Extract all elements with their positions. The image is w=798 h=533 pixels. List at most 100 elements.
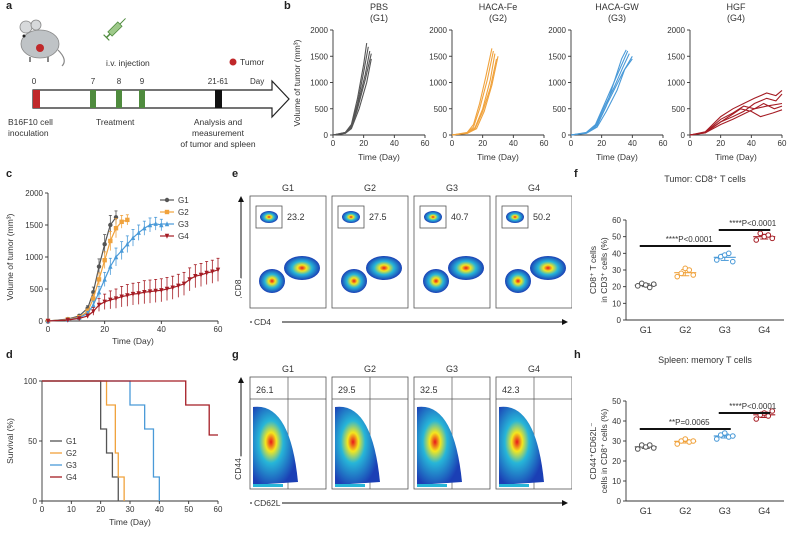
chart-c-point [215,267,221,273]
panel-label-f: f [574,168,578,180]
chart-c-point [96,289,102,295]
treatment-marker-d7 [90,90,96,108]
chart-c-point [96,264,102,269]
analysis-marker [215,90,222,108]
chart-b-facet-subtitle: (G3) [608,13,626,23]
chart-f-y-tick-label: 10 [612,299,621,308]
chart-c-legend-label: G2 [178,208,189,217]
chart-c-point [119,219,124,224]
chart-c-point [96,302,102,308]
flow-g-y-arrowhead [238,377,244,383]
chart-h-data-point [713,436,720,442]
chart-c-point [65,317,71,323]
chart-f-significance-label: ****P<0.0001 [666,235,713,244]
chart-b-y-axis-label: Volume of tumor (mm³) [292,39,302,126]
chart-b-facet-3-y-tick-label: 2000 [548,26,566,35]
chart-c-point [102,299,107,305]
treatment-label: Treatment [96,117,135,127]
chart-b-facet-3-y-tick-label: 1500 [548,52,566,61]
chart-c-point [159,288,164,293]
chart-c-point [159,222,164,228]
chart-b-facet-1-y-tick-label: 1500 [310,52,328,61]
chart-f-y-axis-label-2: in CD3⁺ cells (%) [599,237,609,303]
chart-b-facet-subtitle: (G2) [489,13,507,23]
chart-c-x-tick-label: 40 [157,325,166,334]
chart-c-y-tick-label: 1000 [25,253,43,262]
chart-b-series-line [689,89,783,136]
flow-e-plot-frame [331,195,409,309]
chart-b-facet-2-y-tick-label: 1000 [429,79,447,88]
chart-h-category-label: G4 [758,506,770,516]
chart-f-data-point [765,232,772,238]
timeline-tick-7: 7 [91,77,96,86]
chart-d-x-tick-label: 30 [126,505,135,514]
chart-b-series-line [570,58,633,136]
chart-f-data-point [674,273,681,280]
panel-label-g: g [232,349,239,361]
chart-b-facet-4-y-tick-label: 500 [672,105,686,114]
inoculation-marker [33,90,40,108]
chart-b-facet-2-x-tick-label: 40 [509,139,518,148]
chart-c-point [147,289,153,295]
chart-d-series-G2-step [42,380,125,501]
flow-e-double-negative-population [423,269,449,293]
chart-c-series-G1-line [47,216,117,322]
chart-b-facet-1-y-tick-label: 500 [315,105,329,114]
mouse-icon [19,19,65,67]
chart-b-facet-1-y-tick-label: 0 [324,131,329,140]
chart-b-facet-subtitle: (G4) [727,13,745,23]
chart-h-significance-label: **P=0.0065 [669,418,710,427]
flow-g-memory-population [417,406,462,485]
chart-b-facet-4-y-tick-label: 2000 [667,26,685,35]
chart-d-legend-label: G1 [66,437,77,446]
inoculation-text-2: inoculation [8,128,49,138]
chart-b-facet-title: PBS [370,2,388,12]
flow-e-group-label: G2 [364,183,376,193]
flow-g-baseline-population [253,484,283,487]
flow-g-quadrant-value: 32.5 [420,385,438,395]
chart-h-data-point [682,436,689,442]
chart-h-data-point [753,416,760,422]
chart-f-data-point [690,272,697,278]
chart-c-point [193,274,198,279]
chart-h-title: Spleen: memory T cells [658,355,752,365]
chart-c-point [45,318,51,324]
flow-e-double-negative-population [505,269,531,293]
chart-b-facet-3-y-tick-label: 1000 [548,79,566,88]
chart-c-point [108,238,113,244]
chart-c-point [91,302,96,308]
chart-f-category-label: G4 [758,325,770,335]
chart-f-data-point [642,282,649,288]
analysis-text-3: of tumor and spleen [180,139,255,149]
flow-e-group-label: G1 [282,183,294,193]
chart-c-point [91,296,96,301]
flow-e-gate-value: 23.2 [287,212,305,222]
chart-d-legend-label: G2 [66,449,77,458]
chart-c-legend-marker [164,209,170,215]
chart-c-point [153,288,158,294]
chart-b-facet-title: HACA-GW [595,2,639,12]
flow-e-gate [419,205,447,229]
chart-f-data-point [729,258,736,265]
flow-g-memory-population [335,406,380,485]
chart-c-point [91,309,96,315]
flow-e-cd8-population [506,211,524,223]
chart-h-y-axis-label-2: cells in CD8⁺ cells (%) [599,408,609,493]
flow-e-cd4-population [530,256,566,280]
chart-c-point [198,272,204,278]
chart-c-point [176,283,181,289]
panel-label-b: b [284,0,291,12]
flow-e-y-arrowhead [238,196,244,202]
chart-f-y-tick-label: 20 [612,283,621,292]
chart-b-facet-title: HGF [727,2,747,12]
flow-e-gate [255,205,283,229]
chart-b-x-axis-label: Time (Day) [715,152,757,162]
chart-b-facet-4-x-tick-label: 40 [747,139,756,148]
flow-g-group-label: G2 [364,364,376,374]
panel-label-h: h [574,349,581,361]
flow-e-gate-value: 27.5 [369,212,387,222]
chart-c-y-tick-label: 0 [39,317,44,326]
chart-b-facet-4-y-tick-label: 0 [681,131,686,140]
flow-g-group-label: G3 [446,364,458,374]
chart-f-data-point [753,237,760,243]
